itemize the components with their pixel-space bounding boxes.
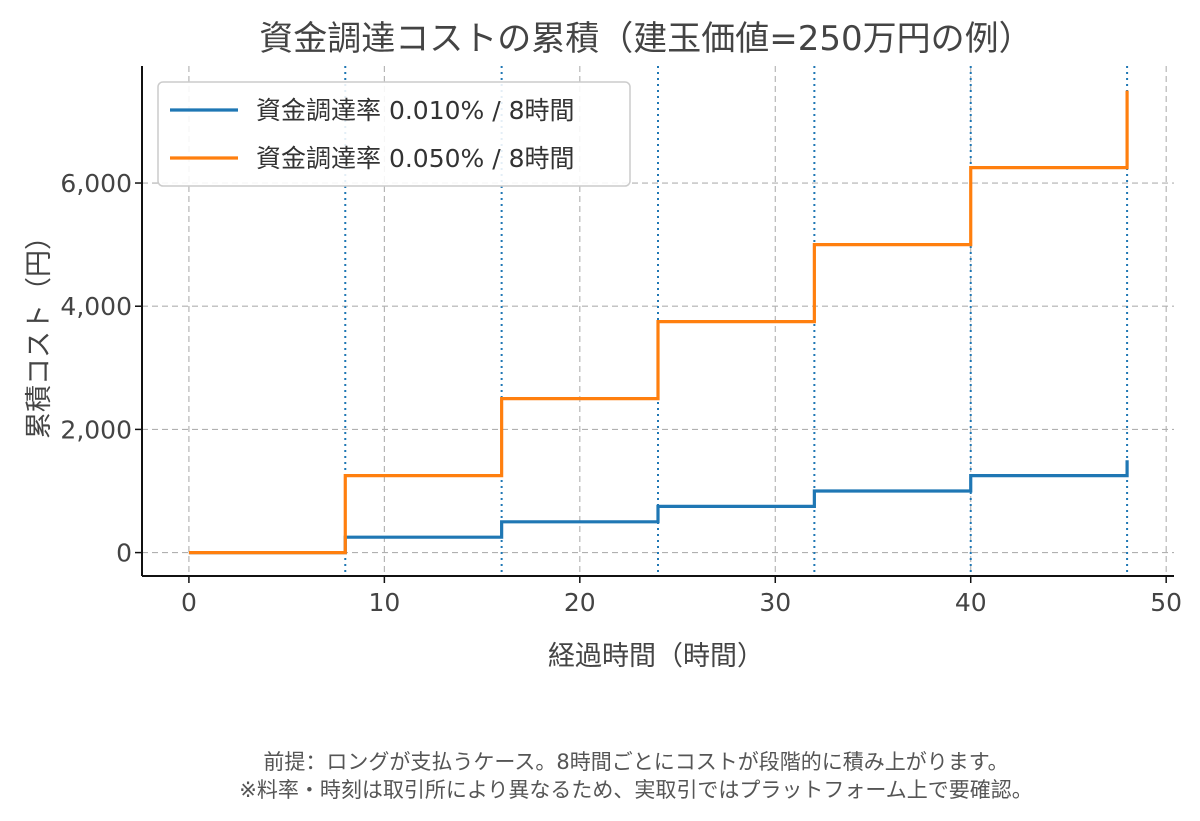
x-tick-label: 20 (564, 588, 596, 617)
x-axis-label: 経過時間（時間） (548, 641, 764, 672)
tick-labels: 0 10 20 30 40 50 0 2,000 4,000 6,000 (60, 169, 1182, 617)
y-tick-label: 0 (116, 539, 132, 568)
x-tick-label: 40 (955, 588, 987, 617)
x-tick-label: 50 (1150, 588, 1182, 617)
chart-title: 資金調達コストの累積（建玉価値=250万円の例） (259, 19, 1032, 59)
series-line-2 (188, 90, 1129, 555)
y-axis-label: 累積コスト（円） (24, 223, 55, 439)
y-tick-label: 6,000 (60, 169, 132, 198)
y-tick-label: 4,000 (60, 292, 132, 321)
x-tick-label: 10 (368, 588, 400, 617)
legend-box (157, 81, 631, 187)
footnote-line-2: ※料率・時刻は取引所により異なるため、実取引ではプラットフォーム上で要確認。 (239, 778, 1033, 802)
axes (135, 66, 1174, 583)
x-tick-label: 0 (181, 588, 197, 617)
x-tick-label: 30 (759, 588, 791, 617)
footnote-line-1: 前提：ロングが支払うケース。8時間ごとにコストが段階的に積み上がります。 (263, 750, 1008, 774)
y-tick-label: 2,000 (60, 415, 132, 444)
legend-label: 資金調達率 0.050% / 8時間 (256, 144, 575, 173)
legend-label: 資金調達率 0.010% / 8時間 (256, 96, 575, 125)
series-lines (188, 90, 1129, 555)
